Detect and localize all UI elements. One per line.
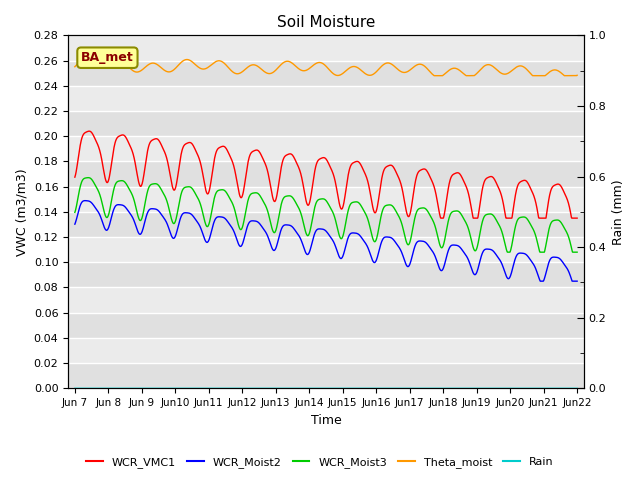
Bar [68, 262, 584, 288]
Bar [68, 36, 584, 60]
Bar [68, 338, 584, 363]
Text: BA_met: BA_met [81, 51, 134, 64]
Bar [68, 288, 584, 312]
Bar [68, 111, 584, 136]
Title: Soil Moisture: Soil Moisture [277, 15, 375, 30]
Bar [68, 60, 584, 86]
Bar [68, 363, 584, 388]
Bar [68, 212, 584, 237]
Legend: WCR_VMC1, WCR_Moist2, WCR_Moist3, Theta_moist, Rain: WCR_VMC1, WCR_Moist2, WCR_Moist3, Theta_… [82, 452, 558, 472]
Bar [68, 187, 584, 212]
Bar [68, 237, 584, 262]
Y-axis label: Rain (mm): Rain (mm) [612, 179, 625, 245]
Bar [68, 312, 584, 338]
Bar [68, 86, 584, 111]
Bar [68, 161, 584, 187]
Bar [68, 136, 584, 161]
X-axis label: Time: Time [310, 414, 341, 427]
Y-axis label: VWC (m3/m3): VWC (m3/m3) [15, 168, 28, 256]
